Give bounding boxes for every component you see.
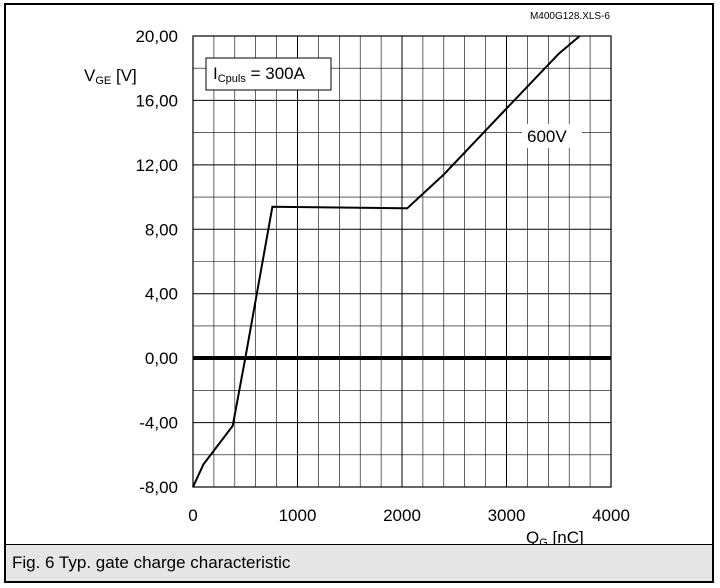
y-tick-labels: -8,00 -4,00 0,00 4,00 8,00 12,00 16,00 20,00 — [135, 27, 178, 497]
y-tick-label: 12,00 — [135, 156, 178, 175]
condition-box — [205, 57, 332, 91]
figure-frame: M400G128.XLS-6 -8,00 -4,00 0,00 4,00 8,00 12,… — [4, 3, 714, 583]
series-label-bg — [522, 124, 582, 148]
file-id: M400G128.XLS-6 — [530, 11, 610, 22]
x-tick-label: 3000 — [488, 506, 526, 525]
x-tick-label: 1000 — [279, 506, 317, 525]
x-tick-label: 0 — [188, 506, 197, 525]
y-tick-label: 4,00 — [145, 285, 178, 304]
x-tick-labels: 0 1000 2000 3000 4000 — [188, 506, 630, 525]
series-line-600v — [192, 35, 581, 488]
x-tick-label: 2000 — [383, 506, 421, 525]
figure-caption: Fig. 6 Typ. gate charge characteristic — [6, 544, 712, 581]
plot-area-border — [192, 35, 612, 488]
condition-label: ICpuls = 300A — [213, 64, 306, 85]
y-tick-label: -8,00 — [139, 478, 178, 497]
major-grid — [193, 36, 611, 487]
gate-charge-chart: M400G128.XLS-6 -8,00 -4,00 0,00 4,00 8,00 12,… — [84, 11, 630, 545]
series-label: 600V — [527, 127, 567, 146]
y-tick-label: 16,00 — [135, 91, 178, 110]
y-tick-label: 20,00 — [135, 27, 178, 46]
y-tick-label: 8,00 — [145, 220, 178, 239]
y-tick-label: 0,00 — [145, 349, 178, 368]
y-tick-label: -4,00 — [139, 414, 178, 433]
y-axis-title: VGE [V] — [84, 66, 137, 87]
x-tick-label: 4000 — [592, 506, 630, 525]
x-axis-title: QG [nC] — [526, 528, 584, 545]
